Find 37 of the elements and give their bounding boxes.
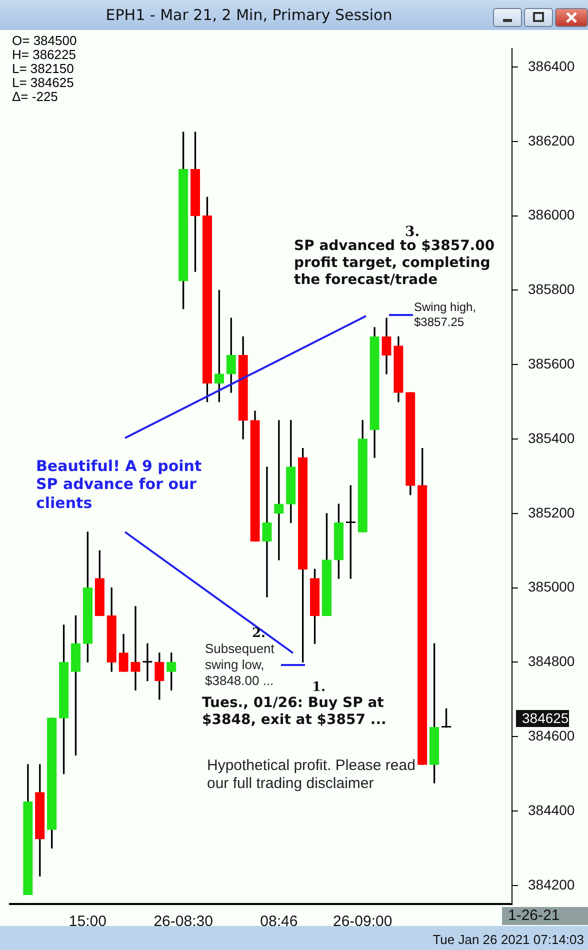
y-tick-label: 384400 xyxy=(528,802,575,818)
candlestick xyxy=(274,420,284,560)
text: 384625 xyxy=(516,710,569,727)
candlestick xyxy=(262,466,272,598)
y-tick-label: 384800 xyxy=(528,653,575,670)
annotation: H= 386225 xyxy=(12,47,76,63)
x-tick-label: 08:46 xyxy=(260,913,298,930)
y-tick-label: 386000 xyxy=(528,206,575,223)
candlestick xyxy=(130,606,140,690)
text: Tue Jan 26 2021 07:14:03 xyxy=(432,932,584,948)
annotation: Swing high, $3857.25 xyxy=(414,300,478,330)
annotation: Subsequent swing low, $3848.00 ... xyxy=(205,641,276,689)
chart-title: EPH1 - Mar 21, 2 Min, Primary Session xyxy=(104,6,394,24)
annotation: 2. xyxy=(252,626,266,642)
annotation: Δ= -225 xyxy=(12,89,58,105)
annotation: 3. xyxy=(405,224,420,240)
y-tick-label: 385600 xyxy=(528,355,575,372)
text: O= 384500 xyxy=(12,33,77,49)
annotation: Beautiful! A 9 point SP advance for our clients xyxy=(36,457,203,512)
y-tick-label: 386400 xyxy=(528,58,575,74)
y-tick-label: 385800 xyxy=(528,281,575,298)
y-tick-label: 384200 xyxy=(528,876,575,892)
y-tick-label: 386200 xyxy=(528,132,575,148)
x-tick-label: 26-09:00 xyxy=(332,913,392,930)
text: 1-26-21 xyxy=(502,907,588,925)
annotation: L= 384625 xyxy=(12,75,74,91)
y-tick-label: 385000 xyxy=(528,578,575,595)
y-tick-label: 385200 xyxy=(528,504,575,520)
annotation: Tues., 01/26: Buy SP at $3848, exit at $3857 ... xyxy=(202,695,388,730)
y-tick-label: 384600 xyxy=(528,727,575,744)
annotation: 1. xyxy=(312,680,326,696)
annotation: L= 382150 xyxy=(12,61,74,77)
annotation: SP advanced to $3857.00 profit target, completing the forecast/trade xyxy=(294,238,496,290)
y-tick-label: 385400 xyxy=(528,430,575,446)
x-tick-label: 15:00 xyxy=(68,913,106,930)
x-tick-label: 26-08:30 xyxy=(154,913,213,930)
annotation: Hypothetical profit. Please read our full trading disclaimer xyxy=(207,757,416,794)
